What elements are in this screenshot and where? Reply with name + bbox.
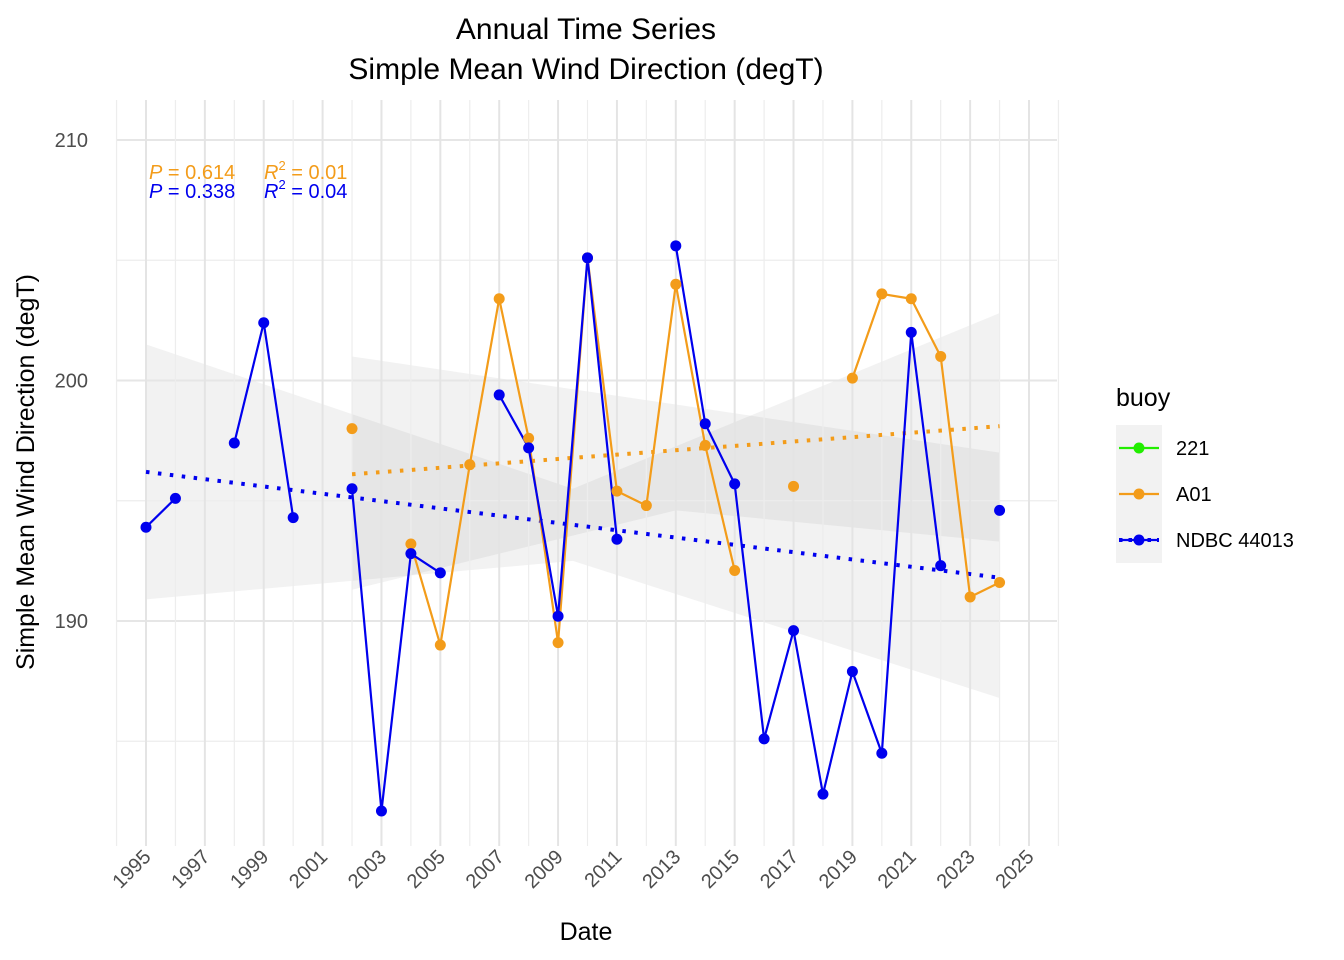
x-tick-label: 2019 — [815, 846, 862, 893]
r-squared-text: R2 = 0.01 — [264, 158, 347, 184]
data-point-ndbc-44013 — [346, 483, 358, 495]
data-point-ndbc-44013 — [434, 567, 446, 579]
data-point-a01 — [523, 432, 535, 444]
data-point-a01 — [699, 439, 711, 451]
gridlines — [115, 100, 1060, 846]
data-point-ndbc-44013 — [994, 504, 1006, 516]
legend-key-point — [1133, 442, 1145, 454]
data-point-a01 — [994, 577, 1006, 589]
legend-label: 221 — [1176, 438, 1209, 460]
legend-title: buoy — [1116, 384, 1171, 412]
data-point-ndbc-44013 — [375, 805, 387, 817]
x-tick-label: 1999 — [226, 846, 273, 893]
data-point-a01 — [876, 288, 888, 300]
data-point-ndbc-44013 — [552, 610, 564, 622]
legend: buoy 221 A01 NDBC 44013 — [1116, 384, 1294, 563]
ci-band-ndbc-44013 — [146, 313, 1000, 698]
data-point-ndbc-44013 — [287, 512, 299, 524]
data-point-a01 — [729, 564, 741, 576]
x-tick-label: 2021 — [874, 846, 921, 893]
data-point-ndbc-44013 — [817, 788, 829, 800]
trend-lines — [145, 424, 1000, 580]
x-tick-label: 2001 — [285, 846, 332, 893]
p-value-text: P = 0.338 — [149, 181, 235, 203]
x-tick-label: 2005 — [403, 846, 450, 893]
data-point-a01 — [611, 485, 623, 497]
data-points — [140, 240, 1006, 817]
data-point-ndbc-44013 — [905, 326, 917, 338]
p-value-text: P = 0.614 — [149, 162, 235, 184]
data-point-ndbc-44013 — [758, 733, 770, 745]
legend-label: NDBC 44013 — [1176, 530, 1294, 552]
series-line-ndbc-44013 — [350, 488, 441, 813]
data-point-a01 — [846, 372, 858, 384]
legend-item-221: 221 — [1116, 425, 1209, 471]
x-tick-label: 2007 — [462, 846, 509, 893]
data-point-a01 — [552, 637, 564, 649]
data-point-ndbc-44013 — [699, 418, 711, 430]
x-tick-label: 2025 — [992, 846, 1039, 893]
legend-item-a01: A01 — [1116, 471, 1212, 517]
x-tick-label: 2009 — [521, 846, 568, 893]
trend-line-a01 — [351, 424, 1000, 477]
legend-item-ndbc-44013: NDBC 44013 — [1116, 517, 1294, 563]
data-point-a01 — [434, 639, 446, 651]
data-point-ndbc-44013 — [169, 492, 181, 504]
data-point-ndbc-44013 — [670, 240, 682, 252]
data-point-ndbc-44013 — [405, 548, 417, 560]
confidence-bands — [146, 313, 1000, 698]
x-tick-label: 1997 — [167, 846, 214, 893]
data-point-ndbc-44013 — [935, 560, 947, 572]
data-point-ndbc-44013 — [140, 521, 152, 533]
x-tick-label: 2023 — [933, 846, 980, 893]
y-axis-label: Simple Mean Wind Direction (degT) — [12, 274, 40, 670]
legend-key-point — [1133, 534, 1145, 546]
chart-title-line2: Simple Mean Wind Direction (degT) — [348, 53, 823, 86]
y-tick-label: 190 — [55, 611, 88, 633]
x-tick-label: 2015 — [697, 846, 744, 893]
data-point-a01 — [346, 423, 358, 435]
r-squared-text: R2 = 0.04 — [264, 177, 347, 203]
data-point-ndbc-44013 — [523, 442, 535, 454]
data-point-a01 — [464, 459, 476, 471]
data-point-ndbc-44013 — [846, 666, 858, 678]
data-point-a01 — [493, 293, 505, 305]
x-axis-label: Date — [560, 918, 613, 946]
chart-title-line1: Annual Time Series — [456, 13, 716, 46]
data-point-ndbc-44013 — [493, 389, 505, 401]
data-point-ndbc-44013 — [258, 317, 270, 329]
data-point-a01 — [405, 538, 417, 550]
y-tick-label: 210 — [55, 130, 88, 152]
x-tick-label: 2017 — [756, 846, 803, 893]
data-point-a01 — [935, 350, 947, 362]
data-point-ndbc-44013 — [876, 747, 888, 759]
data-point-a01 — [640, 500, 652, 512]
series-line-ndbc-44013 — [145, 497, 177, 528]
data-point-ndbc-44013 — [788, 625, 800, 637]
data-point-a01 — [788, 480, 800, 492]
data-point-a01 — [670, 278, 682, 290]
x-tick-label: 1995 — [109, 846, 156, 893]
data-point-a01 — [964, 591, 976, 603]
x-tick-label: 2011 — [580, 846, 626, 892]
data-point-a01 — [905, 293, 917, 305]
data-point-ndbc-44013 — [611, 533, 623, 545]
legend-label: A01 — [1176, 484, 1212, 506]
x-tick-label: 2003 — [344, 846, 391, 893]
data-point-ndbc-44013 — [729, 478, 741, 490]
y-tick-label: 200 — [55, 371, 88, 393]
data-point-ndbc-44013 — [582, 252, 593, 264]
series-line-ndbc-44013 — [674, 245, 942, 796]
legend-key-point — [1133, 488, 1145, 500]
stats-annotations: P = 0.614 R2 = 0.01 P = 0.338 R2 = 0.04 — [149, 158, 347, 203]
x-tick-label: 2013 — [638, 846, 685, 893]
data-point-ndbc-44013 — [228, 437, 240, 449]
